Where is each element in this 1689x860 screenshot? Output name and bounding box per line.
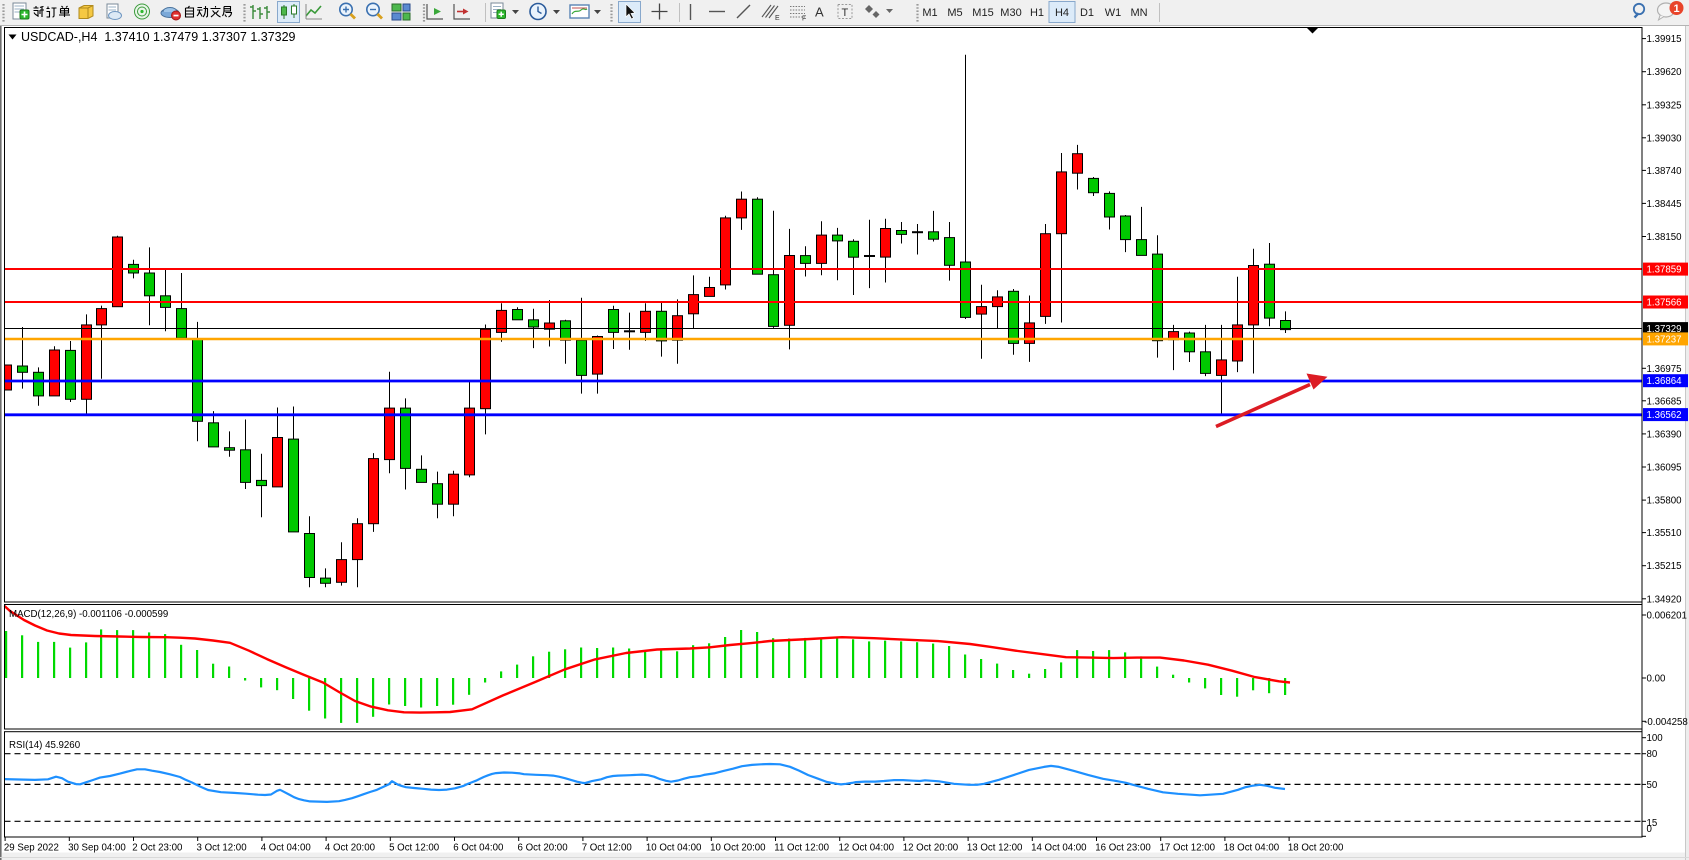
svg-text:M15: M15 [972, 7, 993, 19]
svg-text:29 Sep 2022: 29 Sep 2022 [4, 843, 59, 854]
svg-text:M5: M5 [947, 7, 962, 19]
svg-text:1.36390: 1.36390 [1647, 429, 1683, 440]
svg-text:1.35215: 1.35215 [1647, 561, 1682, 572]
svg-text:1.39915: 1.39915 [1647, 34, 1682, 45]
svg-text:1.36095: 1.36095 [1647, 463, 1682, 474]
svg-text:18 Oct 04:00: 18 Oct 04:00 [1224, 843, 1280, 854]
svg-text:7 Oct 12:00: 7 Oct 12:00 [582, 843, 633, 854]
svg-text:USDCAD-,H4 1.37410 1.37479 1.: USDCAD-,H4 1.37410 1.37479 1.37307 1.373… [21, 30, 296, 44]
svg-text:11 Oct 12:00: 11 Oct 12:00 [774, 843, 829, 854]
svg-text:D1: D1 [1080, 7, 1094, 19]
svg-text:0.006201: 0.006201 [1647, 611, 1687, 622]
svg-text:17 Oct 12:00: 17 Oct 12:00 [1160, 843, 1216, 854]
svg-text:100: 100 [1647, 733, 1664, 744]
svg-text:10 Oct 04:00: 10 Oct 04:00 [646, 843, 702, 854]
svg-text:M30: M30 [1000, 7, 1021, 19]
svg-text:1.38445: 1.38445 [1647, 199, 1682, 210]
svg-text:H1: H1 [1030, 7, 1044, 19]
svg-text:F: F [802, 16, 806, 23]
svg-text:1.35800: 1.35800 [1647, 496, 1683, 507]
svg-text:MACD(12,26,9) -0.001106 -0.000: MACD(12,26,9) -0.001106 -0.000599 [9, 609, 168, 620]
svg-text:-0.004258: -0.004258 [1644, 717, 1688, 728]
svg-text:15: 15 [1647, 818, 1658, 829]
svg-text:6 Oct 04:00: 6 Oct 04:00 [453, 843, 504, 854]
svg-text:1.37566: 1.37566 [1647, 298, 1682, 309]
svg-text:12 Oct 04:00: 12 Oct 04:00 [839, 843, 895, 854]
svg-text:1.39620: 1.39620 [1647, 67, 1683, 78]
svg-text:1.38150: 1.38150 [1647, 232, 1683, 243]
svg-text:0.00: 0.00 [1647, 674, 1666, 685]
svg-text:12 Oct 20:00: 12 Oct 20:00 [903, 843, 959, 854]
svg-text:1.37859: 1.37859 [1647, 265, 1682, 276]
svg-text:RSI(14) 45.9260: RSI(14) 45.9260 [9, 740, 81, 751]
svg-text:1.39030: 1.39030 [1647, 133, 1683, 144]
svg-text:1: 1 [1673, 3, 1679, 15]
svg-text:M1: M1 [922, 7, 937, 19]
svg-text:E: E [775, 15, 780, 22]
svg-text:1.36685: 1.36685 [1647, 396, 1682, 407]
svg-text:14 Oct 04:00: 14 Oct 04:00 [1031, 843, 1087, 854]
svg-text:6 Oct 20:00: 6 Oct 20:00 [518, 843, 569, 854]
svg-text:13 Oct 12:00: 13 Oct 12:00 [967, 843, 1023, 854]
svg-text:MN: MN [1130, 7, 1147, 19]
svg-text:H4: H4 [1055, 7, 1069, 19]
svg-text:1.36975: 1.36975 [1647, 364, 1682, 375]
svg-text:3 Oct 12:00: 3 Oct 12:00 [197, 843, 248, 854]
svg-text:10 Oct 20:00: 10 Oct 20:00 [710, 843, 766, 854]
svg-text:T: T [842, 7, 849, 19]
svg-text:30 Sep 04:00: 30 Sep 04:00 [68, 843, 126, 854]
svg-text:A: A [815, 5, 824, 20]
svg-text:80: 80 [1647, 749, 1658, 760]
svg-text:2 Oct 23:00: 2 Oct 23:00 [132, 843, 183, 854]
svg-text:1.39325: 1.39325 [1647, 100, 1682, 111]
svg-text:4 Oct 20:00: 4 Oct 20:00 [325, 843, 376, 854]
svg-text:0: 0 [1647, 824, 1653, 835]
svg-text:1.38740: 1.38740 [1647, 166, 1683, 177]
svg-text:1.37329: 1.37329 [1647, 324, 1682, 335]
svg-text:18 Oct 20:00: 18 Oct 20:00 [1288, 843, 1344, 854]
svg-text:1.35510: 1.35510 [1647, 528, 1683, 539]
svg-text:1.37237: 1.37237 [1647, 334, 1682, 345]
svg-text:16 Oct 23:00: 16 Oct 23:00 [1095, 843, 1151, 854]
svg-text:W1: W1 [1105, 7, 1122, 19]
svg-text:1.36864: 1.36864 [1647, 376, 1683, 387]
svg-text:4 Oct 04:00: 4 Oct 04:00 [261, 843, 312, 854]
svg-text:1.34920: 1.34920 [1647, 594, 1683, 605]
svg-text:1.36562: 1.36562 [1647, 410, 1682, 421]
svg-text:50: 50 [1647, 780, 1658, 791]
svg-text:5 Oct 12:00: 5 Oct 12:00 [389, 843, 440, 854]
